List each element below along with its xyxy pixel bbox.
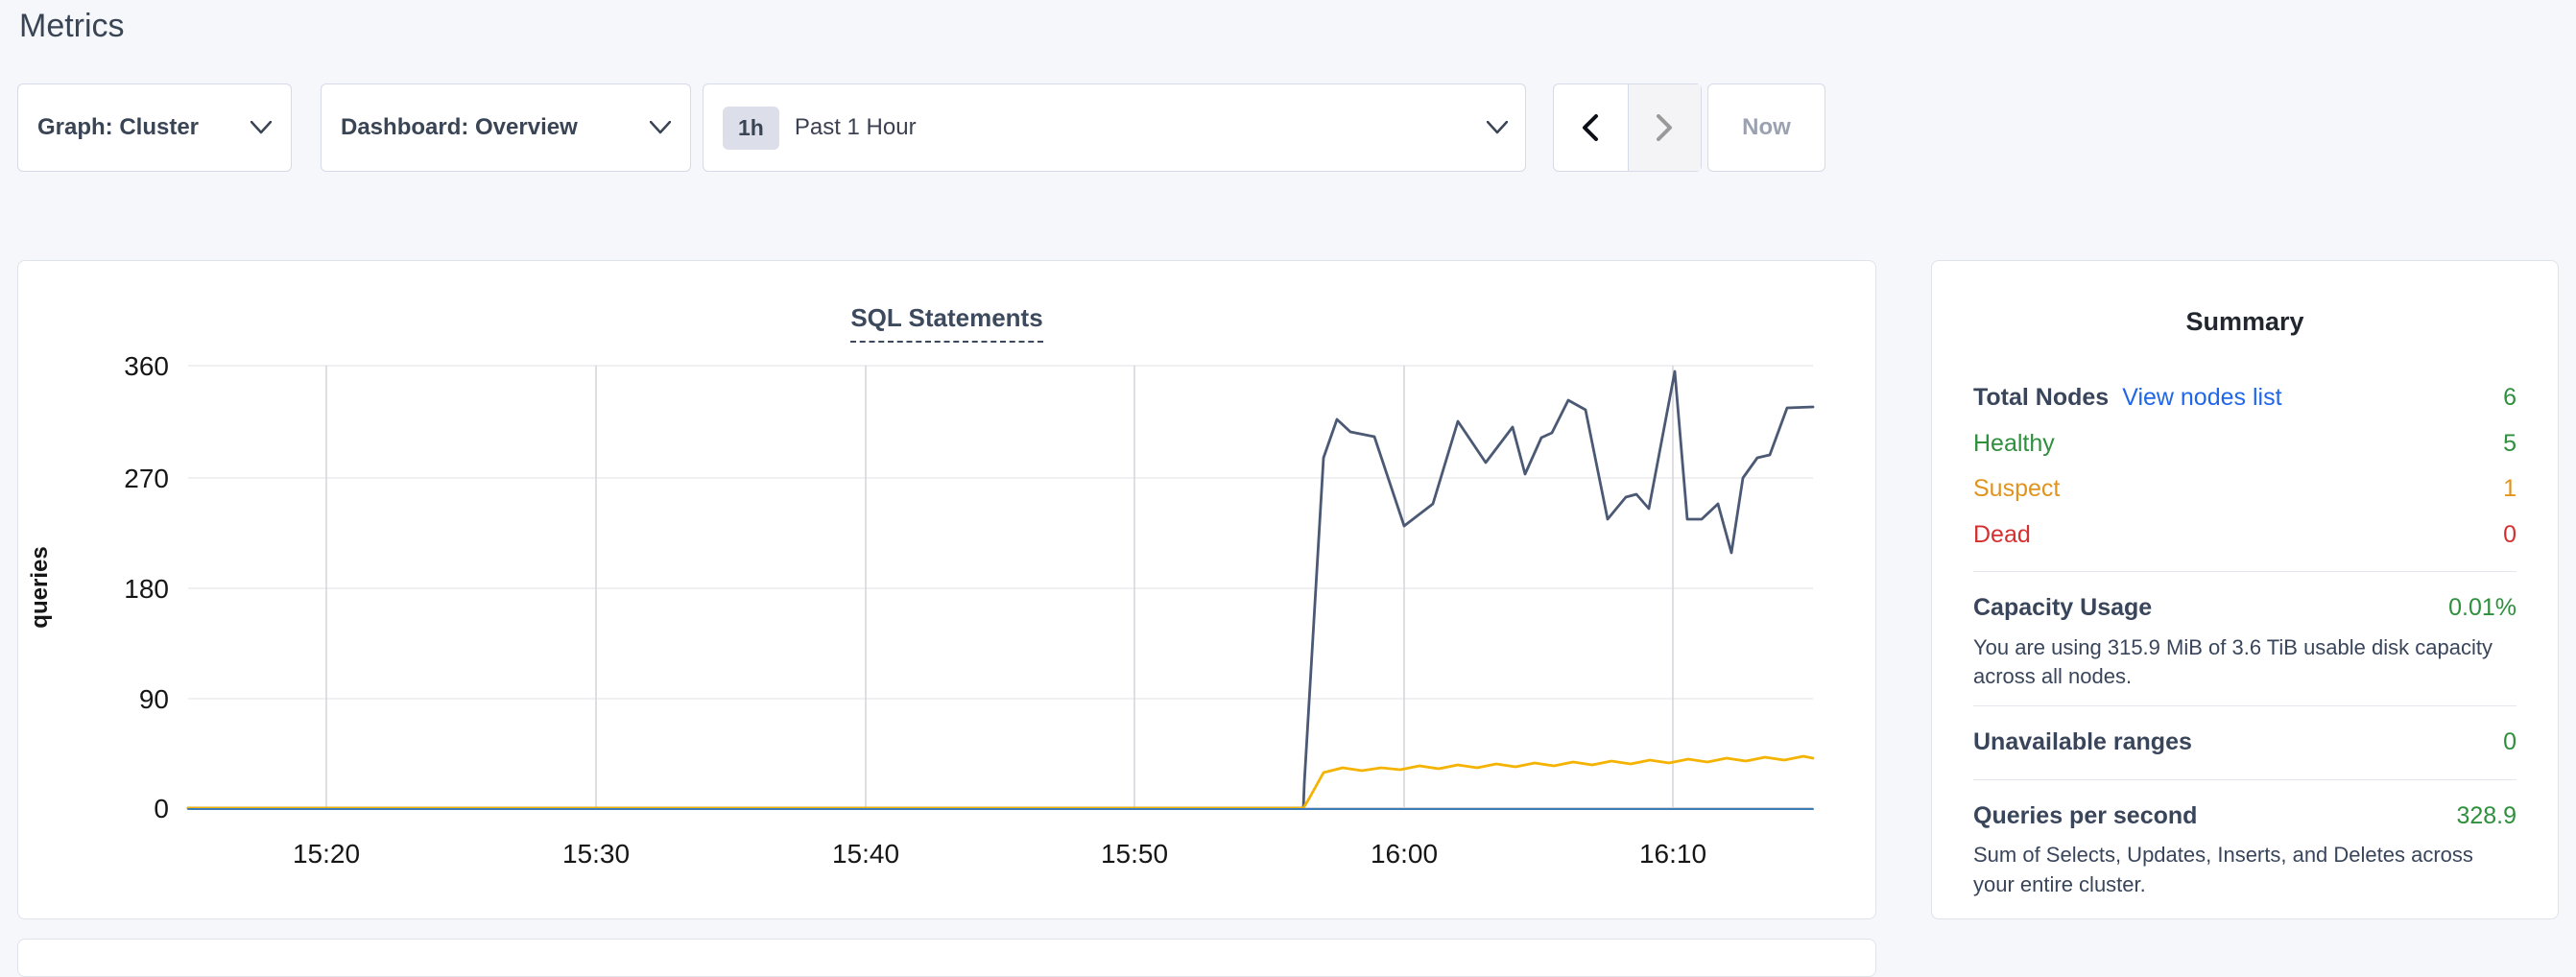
svg-text:16:10: 16:10 xyxy=(1639,839,1706,869)
svg-text:16:00: 16:00 xyxy=(1371,839,1438,869)
svg-text:360: 360 xyxy=(124,351,169,381)
svg-text:15:30: 15:30 xyxy=(562,839,630,869)
svg-text:15:20: 15:20 xyxy=(293,839,360,869)
svg-text:15:50: 15:50 xyxy=(1101,839,1168,869)
svg-text:180: 180 xyxy=(124,574,169,604)
svg-text:queries: queries xyxy=(27,546,53,628)
svg-text:15:40: 15:40 xyxy=(832,839,899,869)
svg-text:0: 0 xyxy=(154,794,169,823)
svg-text:270: 270 xyxy=(124,464,169,493)
svg-text:90: 90 xyxy=(139,684,169,714)
